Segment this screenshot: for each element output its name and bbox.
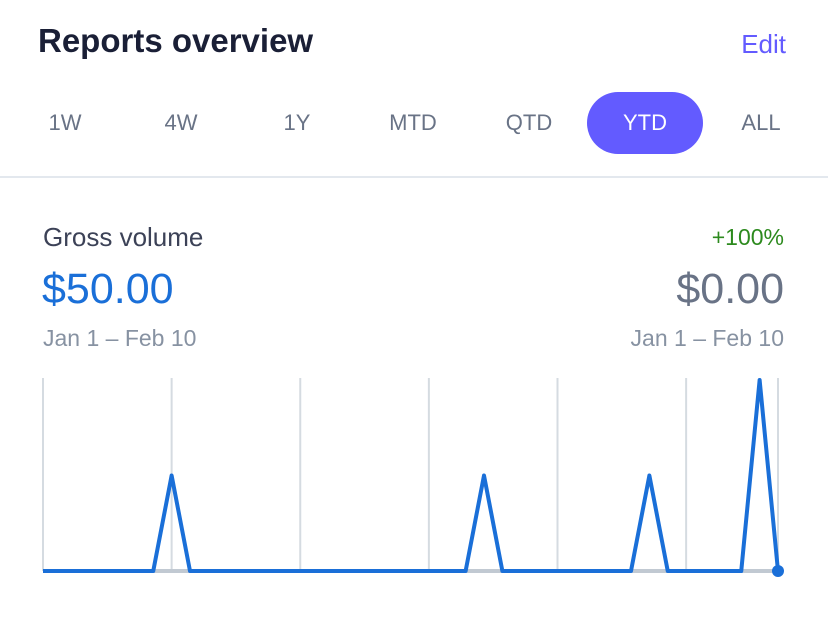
current-value: $50.00 bbox=[42, 265, 174, 313]
line-series bbox=[43, 378, 780, 573]
tab[interactable]: ALL bbox=[741, 110, 781, 135]
divider bbox=[0, 176, 828, 178]
tab-bar: 1W 4W 1Y MTD QTD YTD ALL bbox=[0, 92, 828, 154]
change-percent: +100% bbox=[711, 224, 784, 250]
page-title: Reports overview bbox=[38, 22, 314, 59]
tab[interactable]: 1Y bbox=[283, 110, 311, 135]
previous-period: Jan 1 – Feb 10 bbox=[630, 325, 784, 351]
tab[interactable]: 1W bbox=[48, 110, 82, 135]
tab[interactable]: QTD bbox=[505, 110, 553, 135]
tab[interactable]: 4W bbox=[164, 110, 198, 135]
previous-value: $0.00 bbox=[676, 265, 784, 313]
metric-title: Gross volume bbox=[43, 222, 204, 252]
current-period: Jan 1 – Feb 10 bbox=[43, 325, 197, 351]
tab[interactable]: MTD bbox=[389, 110, 437, 135]
edit-button[interactable]: Edit bbox=[741, 29, 786, 59]
end-point bbox=[772, 565, 784, 577]
tab[interactable]: YTD bbox=[623, 110, 667, 135]
tab-selected-bg bbox=[587, 92, 703, 154]
